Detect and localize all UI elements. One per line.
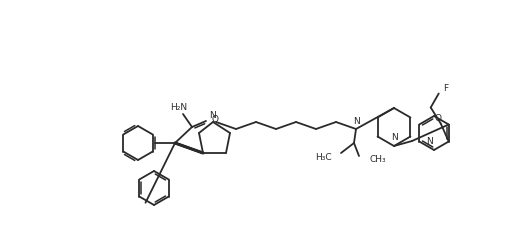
Text: N: N	[390, 133, 397, 143]
Text: N: N	[353, 117, 359, 125]
Text: H₃C: H₃C	[315, 153, 332, 161]
Text: F: F	[443, 84, 448, 93]
Text: CH₃: CH₃	[369, 155, 386, 164]
Text: N: N	[209, 111, 216, 120]
Text: N: N	[426, 137, 433, 146]
Text: H₂N: H₂N	[170, 102, 188, 112]
Text: O: O	[434, 114, 441, 123]
Text: O: O	[211, 115, 218, 124]
